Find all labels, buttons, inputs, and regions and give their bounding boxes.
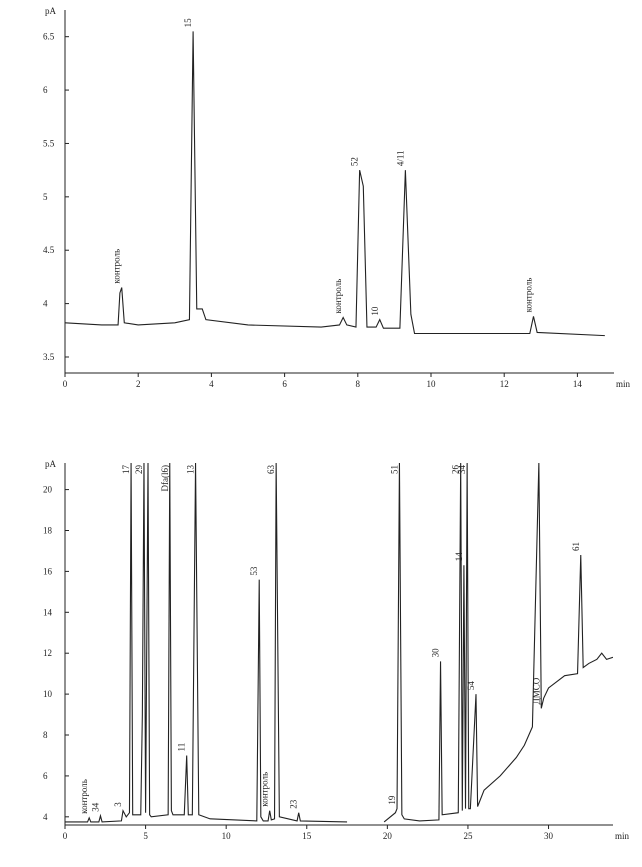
- y-tick-label: 4: [43, 299, 48, 309]
- peak-label: 3: [113, 802, 123, 807]
- y-tick-label: 20: [43, 485, 53, 495]
- peak-label: 34: [90, 802, 100, 812]
- peak-label: 29: [134, 465, 144, 475]
- x-tick-label: 12: [500, 379, 509, 389]
- peak-label: 23: [289, 799, 299, 809]
- peak-label: 19: [387, 795, 397, 805]
- peak-label: 61: [571, 542, 581, 551]
- x-axis-label: min: [615, 831, 630, 841]
- x-tick-label: 5: [143, 831, 148, 841]
- peak-label: 54: [466, 681, 476, 691]
- x-tick-label: 2: [136, 379, 141, 389]
- peak-label: 51: [389, 465, 399, 474]
- x-tick-label: 6: [282, 379, 287, 389]
- peak-label: 10: [370, 306, 380, 316]
- y-tick-label: 10: [43, 689, 53, 699]
- peak-label: 4/11: [395, 150, 405, 166]
- peak-label: контроль: [333, 279, 343, 314]
- y-tick-label: 8: [43, 730, 48, 740]
- y-tick-label: 12: [43, 648, 52, 658]
- y-tick-label: 4: [43, 812, 48, 822]
- x-tick-label: 0: [63, 379, 68, 389]
- y-tick-label: 6.5: [43, 32, 55, 42]
- peak-label: 14: [454, 552, 464, 562]
- x-tick-label: 10: [427, 379, 437, 389]
- peak-label: 13: [186, 465, 196, 475]
- chart-panel: 4 6 8 10 12 14 16 18 20 0 5 10 15 20 25 30 pA min контроль…: [43, 459, 630, 841]
- y-tick-label: 16: [43, 566, 53, 576]
- y-tick-label: 4.5: [43, 245, 55, 255]
- peak-label: контроль: [112, 249, 122, 284]
- x-axis-label: min: [616, 379, 631, 389]
- peak-label: 30: [431, 648, 441, 658]
- x-tick-label: 15: [302, 831, 312, 841]
- peak-label: 63: [266, 465, 276, 475]
- peak-label: 52: [350, 157, 360, 166]
- x-tick-label: 8: [356, 379, 361, 389]
- y-tick-label: 5: [43, 192, 48, 202]
- y-tick-label: 3.5: [43, 352, 55, 362]
- x-tick-label: 30: [544, 831, 554, 841]
- x-tick-label: 10: [222, 831, 232, 841]
- y-tick-label: 14: [43, 607, 53, 617]
- peak-label: контроль: [523, 278, 533, 313]
- peak-label: 17: [121, 465, 131, 475]
- peak-label: контроль: [79, 779, 89, 814]
- x-tick-label: 25: [463, 831, 473, 841]
- peak-label: Dfa(l6): [160, 465, 170, 492]
- x-tick-label: 14: [573, 379, 583, 389]
- peak-label: 34: [457, 465, 467, 475]
- trace: [65, 31, 605, 337]
- peak-label: 53: [249, 566, 259, 576]
- trace: [65, 462, 613, 823]
- peak-label: 26: [451, 465, 461, 475]
- peak-label: 11: [177, 743, 187, 752]
- x-tick-label: 20: [383, 831, 393, 841]
- y-tick-label: 6: [43, 771, 48, 781]
- x-tick-label: 4: [209, 379, 214, 389]
- y-axis-label: pA: [45, 6, 57, 16]
- x-tick-label: 0: [63, 831, 68, 841]
- y-axis-label: pA: [45, 459, 57, 469]
- y-tick-label: 6: [43, 85, 48, 95]
- peak-label: ДМСО: [531, 677, 541, 704]
- chart-panel: 3.5 4 4.5 5 5.5 6 6.5 0 2 4 6 8 10 12 14 pA min контроль 1…: [43, 6, 631, 389]
- peak-label: 15: [183, 18, 193, 28]
- y-tick-label: 18: [43, 525, 53, 535]
- peak-label: контроль: [260, 772, 270, 807]
- y-tick-label: 5.5: [43, 138, 55, 148]
